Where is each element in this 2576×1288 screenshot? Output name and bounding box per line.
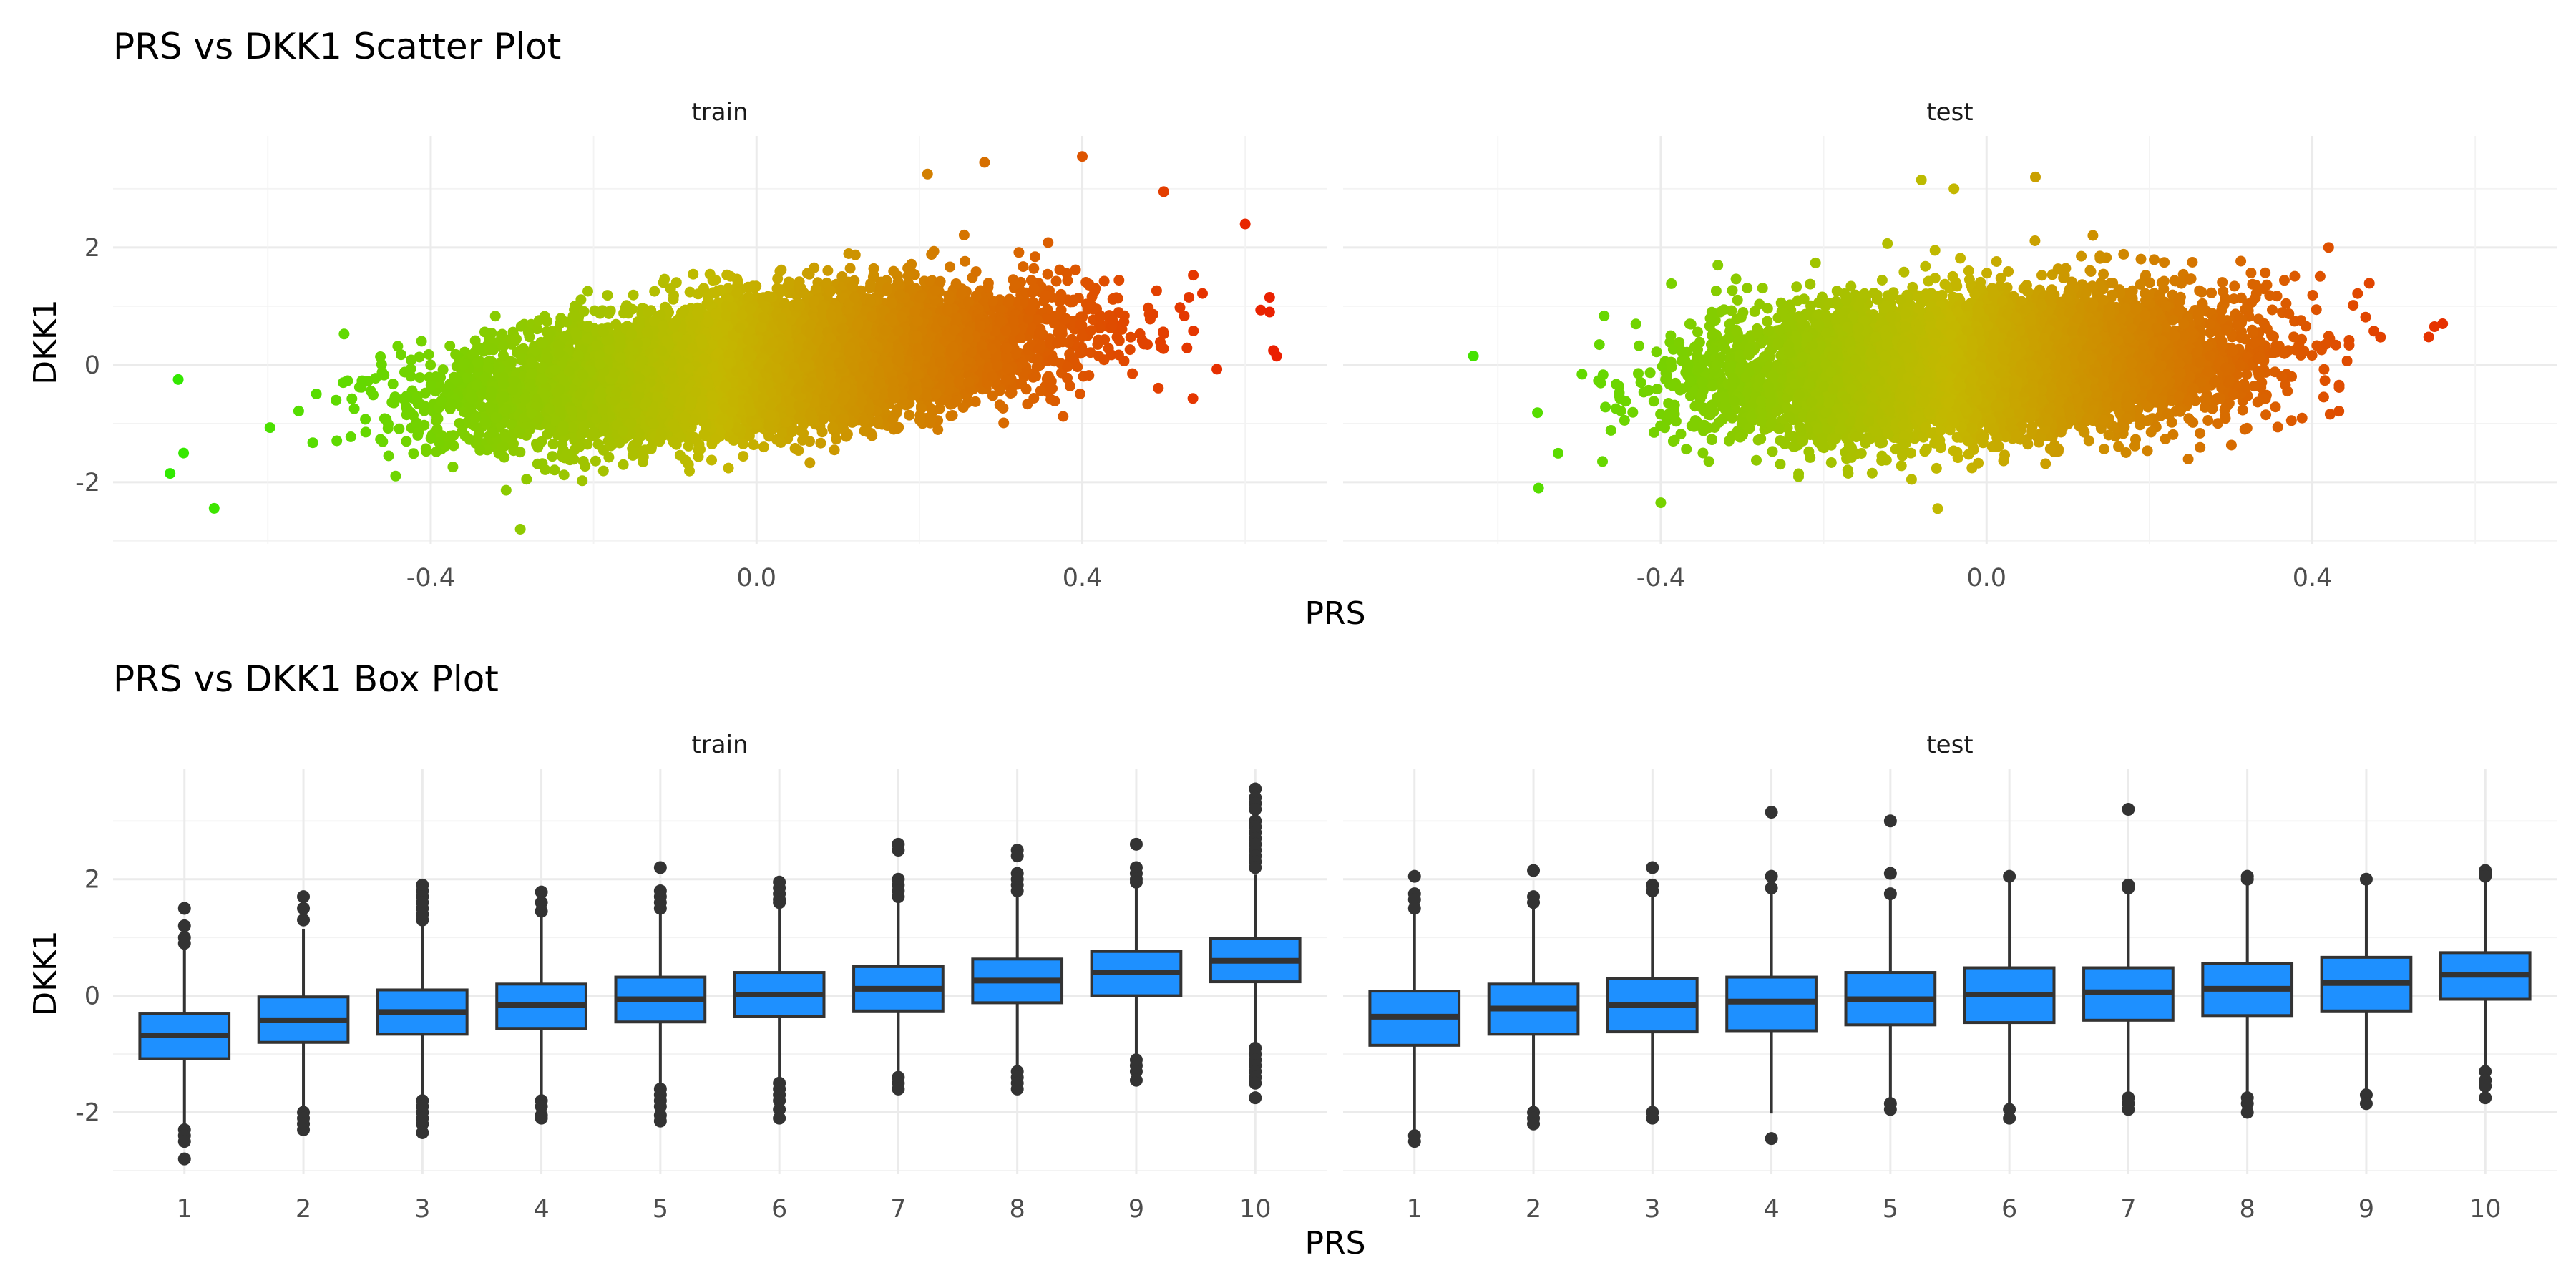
scatter-point <box>345 431 356 442</box>
scatter-y-axis-label: DKK1 <box>27 299 64 385</box>
scatter-points-train <box>165 151 1282 535</box>
scatter-point <box>394 423 405 434</box>
scatter-point <box>659 273 670 285</box>
scatter-point <box>368 389 379 401</box>
x-tick-label: -0.4 <box>406 564 455 592</box>
scatter-point <box>521 474 532 485</box>
scatter-point <box>575 294 587 306</box>
scatter-point <box>489 311 501 322</box>
scatter-strip-train: train <box>691 98 748 127</box>
x-tick-label: 0.0 <box>736 564 776 592</box>
scatter-point <box>331 435 343 447</box>
scatter-point <box>447 462 459 473</box>
scatter-point <box>1197 288 1208 299</box>
y-tick-label: 0 <box>84 351 100 380</box>
scatter-point <box>987 390 998 401</box>
scatter-point <box>945 261 956 273</box>
box-plot-title: PRS vs DKK1 Box Plot <box>113 658 499 700</box>
scatter-point <box>684 286 696 298</box>
scatter-x-axis-label: PRS <box>1304 595 1365 632</box>
scatter-point <box>731 287 743 298</box>
scatter-point <box>649 286 660 297</box>
scatter-point <box>293 405 304 416</box>
scatter-point <box>307 437 318 449</box>
scatter-point <box>431 446 442 457</box>
scatter-point <box>1124 344 1136 356</box>
scatter-point <box>387 379 399 390</box>
scatter-point <box>1188 270 1199 281</box>
box-y-axis-label: DKK1 <box>27 930 64 1016</box>
scatter-point <box>888 265 899 277</box>
scatter-point <box>970 396 981 407</box>
scatter-point <box>531 438 542 449</box>
box-x-axis-label: PRS <box>1304 1225 1365 1262</box>
scatter-point <box>1151 285 1162 296</box>
scatter-point <box>1187 393 1199 404</box>
scatter-point <box>479 326 490 338</box>
scatter-point <box>311 389 322 399</box>
scatter-point <box>1118 316 1130 328</box>
scatter-point <box>960 255 971 267</box>
scatter-point <box>360 414 371 425</box>
scatter-point <box>348 403 360 414</box>
x-tick-label: 0.4 <box>1063 564 1103 592</box>
scatter-point <box>590 455 601 467</box>
scatter-point <box>1179 311 1190 321</box>
scatter-point <box>432 413 444 424</box>
scatter-point <box>684 465 695 477</box>
scatter-point <box>668 293 679 305</box>
scatter-point <box>532 458 543 469</box>
scatter-point <box>338 328 350 340</box>
scatter-panel-train: -2 0 2 -0.4 0.0 0.4 <box>75 136 1327 592</box>
scatter-point <box>1013 247 1025 258</box>
scatter-point <box>414 372 426 384</box>
scatter-point <box>1018 261 1029 273</box>
scatter-point <box>804 457 816 469</box>
scatter-point <box>1113 335 1125 346</box>
scatter-point <box>1188 326 1199 336</box>
box-strip-test: test <box>1926 731 1973 759</box>
scatter-point <box>602 290 613 301</box>
scatter-point <box>1083 370 1095 381</box>
scatter-point <box>416 336 427 347</box>
scatter-point <box>822 265 834 276</box>
scatter-point <box>1075 388 1085 399</box>
scatter-point <box>178 447 190 459</box>
scatter-point <box>738 451 749 462</box>
scatter-point <box>829 444 840 456</box>
scatter-plot-title: PRS vs DKK1 Scatter Plot <box>113 26 561 67</box>
scatter-point <box>376 358 387 370</box>
scatter-point <box>360 426 371 438</box>
scatter-strip-test: test <box>1926 98 1973 127</box>
scatter-point <box>547 451 558 462</box>
y-tick-label: 2 <box>84 234 100 263</box>
scatter-point <box>408 448 419 459</box>
scatter-point <box>1028 263 1040 274</box>
scatter-point <box>396 349 406 361</box>
scatter-point <box>723 462 734 474</box>
scatter-point <box>208 502 220 514</box>
scatter-point <box>618 459 629 470</box>
box-strip-train: train <box>691 731 748 759</box>
scatter-point <box>758 441 769 453</box>
scatter-point <box>1055 288 1067 300</box>
scatter-point <box>401 436 412 447</box>
scatter-point <box>390 470 401 482</box>
y-tick-label: -2 <box>75 469 100 497</box>
